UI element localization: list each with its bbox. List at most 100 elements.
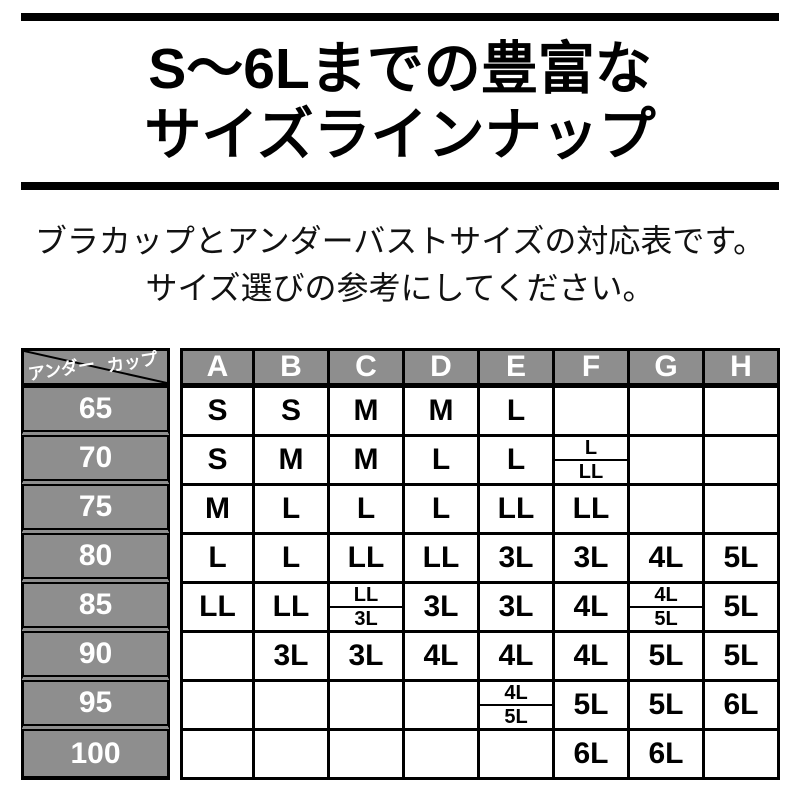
size-cell-80E: 3L [480, 535, 555, 584]
size-cell-100A [180, 731, 255, 780]
size-cell-100G: 6L [630, 731, 705, 780]
size-cell-70H [705, 437, 780, 486]
cup-header-H: H [705, 348, 780, 388]
size-cell-90H: 5L [705, 633, 780, 682]
size-cell-75E: LL [480, 486, 555, 535]
size-cell-75C: L [330, 486, 405, 535]
cup-header-F: F [555, 348, 630, 388]
size-cell-70C: M [330, 437, 405, 486]
cup-header-G: G [630, 348, 705, 388]
size-cell-65B: S [255, 388, 330, 437]
size-table: カップ アンダー A B C D E F G H 65 S S M M L 70 S M M L L L LL 75 M L L L… [21, 348, 780, 780]
under-cell-65: 65 [21, 388, 170, 437]
size-cell-90D: 4L [405, 633, 480, 682]
row-gutter [170, 682, 180, 731]
size-cell-70E: L [480, 437, 555, 486]
under-cell-80: 80 [21, 535, 170, 584]
size-cell-65A: S [180, 388, 255, 437]
subtitle-line1: ブラカップとアンダーバストサイズの対応表です。 [34, 223, 766, 259]
header-gutter [170, 348, 180, 388]
size-cell-top-value: L [555, 437, 627, 461]
size-cell-85E: 3L [480, 584, 555, 633]
diagonal-line [24, 351, 167, 383]
row-gutter [170, 731, 180, 780]
size-cell-70A: S [180, 437, 255, 486]
cup-header-D: D [405, 348, 480, 388]
size-cell-100B [255, 731, 330, 780]
page-title-line2: サイズラインナップ [144, 103, 656, 167]
page-title: S〜6Lまでの豊富な サイズラインナップ [21, 21, 779, 182]
size-cell-90F: 4L [555, 633, 630, 682]
size-cell-100H [705, 731, 780, 780]
size-cell-80F: 3L [555, 535, 630, 584]
size-cell-bottom-value: 5L [504, 706, 528, 728]
size-cell-80A: L [180, 535, 255, 584]
row-gutter [170, 633, 180, 682]
size-cell-95C [330, 682, 405, 731]
size-cell-95D [405, 682, 480, 731]
size-cell-75H [705, 486, 780, 535]
cup-header-B: B [255, 348, 330, 388]
size-cell-80G: 4L [630, 535, 705, 584]
size-cell-95E: 4L 5L [480, 682, 555, 731]
under-cell-90: 90 [21, 633, 170, 682]
row-gutter [170, 486, 180, 535]
corner-cell: カップ アンダー [21, 348, 170, 388]
size-cell-90G: 5L [630, 633, 705, 682]
size-cell-85D: 3L [405, 584, 480, 633]
size-cell-85G: 4L 5L [630, 584, 705, 633]
size-cell-65D: M [405, 388, 480, 437]
size-cell-90E: 4L [480, 633, 555, 682]
size-cell-bottom-value: 5L [654, 608, 678, 630]
size-cell-80C: LL [330, 535, 405, 584]
size-cell-95A [180, 682, 255, 731]
size-cell-90C: 3L [330, 633, 405, 682]
row-gutter [170, 437, 180, 486]
size-cell-75A: M [180, 486, 255, 535]
size-cell-80B: L [255, 535, 330, 584]
size-cell-85F: 4L [555, 584, 630, 633]
size-cell-70D: L [405, 437, 480, 486]
size-cell-top-value: LL [330, 584, 402, 608]
size-cell-bottom-value: LL [578, 461, 604, 483]
size-cell-top-value: 4L [630, 584, 702, 608]
cup-header-A: A [180, 348, 255, 388]
size-cell-100E [480, 731, 555, 780]
size-cell-100C [330, 731, 405, 780]
under-cell-100: 100 [21, 731, 170, 780]
size-cell-65F [555, 388, 630, 437]
size-cell-65C: M [330, 388, 405, 437]
size-cell-70G [630, 437, 705, 486]
size-cell-95B [255, 682, 330, 731]
bottom-divider-bar [21, 182, 779, 190]
subtitle-line2: サイズ選びの参考にしてください。 [145, 270, 655, 306]
size-cell-65E: L [480, 388, 555, 437]
page-title-line1: S〜6Lまでの豊富な [148, 37, 652, 101]
size-cell-90B: 3L [255, 633, 330, 682]
size-cell-75F: LL [555, 486, 630, 535]
size-cell-80D: LL [405, 535, 480, 584]
size-cell-85C: LL 3L [330, 584, 405, 633]
cup-header-E: E [480, 348, 555, 388]
under-cell-85: 85 [21, 584, 170, 633]
page: S〜6Lまでの豊富な サイズラインナップ ブラカップとアンダーバストサイズの対応… [0, 13, 800, 800]
size-cell-85A: LL [180, 584, 255, 633]
size-cell-85H: 5L [705, 584, 780, 633]
row-gutter [170, 584, 180, 633]
size-cell-70B: M [255, 437, 330, 486]
under-cell-70: 70 [21, 437, 170, 486]
size-cell-80H: 5L [705, 535, 780, 584]
row-gutter [170, 535, 180, 584]
subtitle: ブラカップとアンダーバストサイズの対応表です。 サイズ選びの参考にしてください。 [0, 218, 800, 312]
size-cell-70F: L LL [555, 437, 630, 486]
size-cell-75B: L [255, 486, 330, 535]
size-cell-95F: 5L [555, 682, 630, 731]
size-cell-65G [630, 388, 705, 437]
size-cell-95H: 6L [705, 682, 780, 731]
cup-header-C: C [330, 348, 405, 388]
size-cell-90A [180, 633, 255, 682]
row-gutter [170, 388, 180, 437]
title-block: S〜6Lまでの豊富な サイズラインナップ [21, 13, 779, 190]
top-divider-bar [21, 13, 779, 21]
size-cell-100F: 6L [555, 731, 630, 780]
